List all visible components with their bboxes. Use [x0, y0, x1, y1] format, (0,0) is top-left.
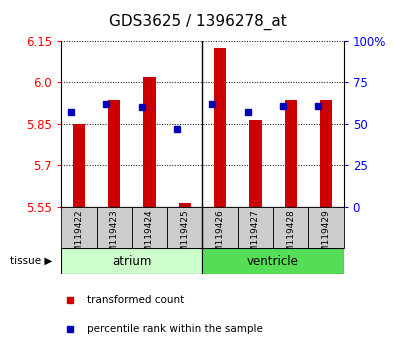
Bar [284, 100, 297, 207]
Bar [143, 77, 156, 207]
Text: GSM119428: GSM119428 [286, 209, 295, 264]
Text: GSM119429: GSM119429 [322, 209, 331, 264]
Text: percentile rank within the sample: percentile rank within the sample [87, 324, 263, 334]
Bar [320, 100, 332, 207]
Text: GSM119425: GSM119425 [180, 209, 189, 264]
Bar [214, 48, 226, 207]
Text: GSM119427: GSM119427 [251, 209, 260, 264]
Bar [132, 207, 167, 248]
Bar [73, 124, 85, 207]
Text: GSM119426: GSM119426 [216, 209, 225, 264]
Bar [61, 248, 202, 274]
Text: GSM119424: GSM119424 [145, 209, 154, 264]
Bar [167, 207, 202, 248]
Text: atrium: atrium [112, 255, 152, 268]
Bar [202, 248, 344, 274]
Text: GSM119422: GSM119422 [74, 209, 83, 264]
Text: ventricle: ventricle [247, 255, 299, 268]
Bar [179, 203, 191, 207]
Text: transformed count: transformed count [87, 295, 184, 305]
Bar [308, 207, 344, 248]
Bar [202, 207, 238, 248]
Bar [249, 120, 261, 207]
Text: tissue ▶: tissue ▶ [10, 256, 52, 266]
Bar [61, 207, 96, 248]
Text: GSM119423: GSM119423 [110, 209, 118, 264]
Bar [273, 207, 308, 248]
Text: GDS3625 / 1396278_at: GDS3625 / 1396278_at [109, 14, 286, 30]
Bar [96, 207, 132, 248]
Bar [108, 100, 120, 207]
Bar [238, 207, 273, 248]
